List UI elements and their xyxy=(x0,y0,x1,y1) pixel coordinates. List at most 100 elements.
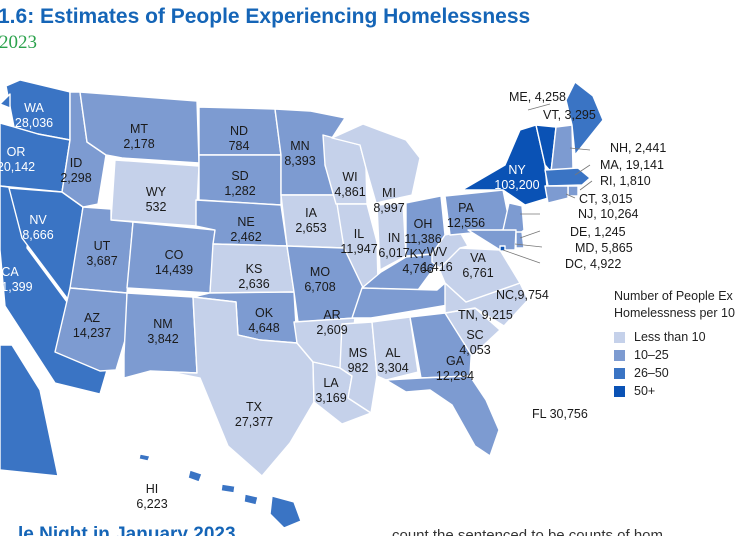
state-shape-nc xyxy=(444,282,529,327)
state-shape-fl xyxy=(385,375,500,457)
state-abbr-ms: MS xyxy=(349,346,368,360)
state-abbr-il: IL xyxy=(354,227,364,241)
state-value-ne: 2,462 xyxy=(230,230,261,244)
state-abbr-la: LA xyxy=(323,376,339,390)
state-abbr-az: AZ xyxy=(84,311,100,325)
state-value-ca: 181,399 xyxy=(0,280,33,294)
state-value-or: 20,142 xyxy=(0,160,35,174)
state-shape-al xyxy=(371,316,419,381)
state-value-nv: 8,666 xyxy=(22,228,53,242)
legend-swatch xyxy=(614,385,625,397)
legend-item: Less than 10 xyxy=(614,328,735,346)
state-value-il: 11,947 xyxy=(340,242,377,256)
state-abbr-ga: GA xyxy=(446,354,465,368)
state-value-pa: 12,556 xyxy=(447,216,485,230)
state-abbr-ny: NY xyxy=(508,163,526,177)
state-abbr-ia: IA xyxy=(305,206,317,220)
legend-swatch xyxy=(614,331,625,343)
state-shape-me xyxy=(565,81,604,156)
legend-item: 50+ xyxy=(614,382,735,400)
state-label-ct: CT, 3,015 xyxy=(579,192,633,206)
state-value-ms: 982 xyxy=(348,361,369,375)
state-abbr-al: AL xyxy=(385,346,400,360)
state-value-mi: 8,997 xyxy=(373,201,404,215)
state-shape-ri xyxy=(567,185,579,197)
state-abbr-co: CO xyxy=(165,248,184,262)
section-heading: le Night in January 2023 xyxy=(18,524,236,536)
state-abbr-wv: WV xyxy=(427,245,448,259)
legend-item: 10–25 xyxy=(614,346,735,364)
state-abbr-tx: TX xyxy=(246,400,263,414)
state-abbr-sc: SC xyxy=(466,328,483,342)
label-leader-line xyxy=(565,193,576,199)
state-value-ny: 103,200 xyxy=(494,178,539,192)
state-value-wv: 1,416 xyxy=(421,260,452,274)
state-value-mo: 6,708 xyxy=(304,280,335,294)
state-value-mn: 8,393 xyxy=(284,154,315,168)
state-abbr-va: VA xyxy=(470,251,486,265)
state-abbr-ca: CA xyxy=(1,265,19,279)
legend-swatch xyxy=(614,367,625,379)
state-abbr-nm: NM xyxy=(153,317,172,331)
state-abbr-ks: KS xyxy=(246,262,263,276)
state-label-tn: TN, 9,215 xyxy=(458,308,513,322)
state-value-oh: 11,386 xyxy=(404,232,441,246)
legend-title-line-2: Homelessness per 10 xyxy=(614,306,735,320)
state-value-tx: 27,377 xyxy=(235,415,273,429)
state-shape-ma xyxy=(544,167,591,187)
state-value-id: 2,298 xyxy=(60,171,91,185)
state-abbr-in: IN xyxy=(388,231,401,245)
legend-label: 50+ xyxy=(634,384,656,398)
state-abbr-wy: WY xyxy=(146,185,167,199)
label-leader-line xyxy=(574,164,591,176)
state-abbr-or: OR xyxy=(7,145,26,159)
state-value-la: 3,169 xyxy=(315,391,346,405)
state-abbr-id: ID xyxy=(70,156,83,170)
legend-swatch xyxy=(614,349,625,361)
state-abbr-nd: ND xyxy=(230,124,248,138)
label-leader-line xyxy=(569,147,591,151)
state-shape-hi xyxy=(138,453,302,529)
legend-title-line-1: Number of People Ex xyxy=(614,289,733,303)
legend-item: 26–50 xyxy=(614,364,735,382)
state-value-va: 6,761 xyxy=(462,266,493,280)
state-abbr-oh: OH xyxy=(414,217,433,231)
state-value-al: 3,304 xyxy=(377,361,408,375)
state-shape-mi xyxy=(331,123,421,204)
state-value-nm: 3,842 xyxy=(147,332,178,346)
state-value-co: 14,439 xyxy=(155,263,193,277)
state-label-ri: RI, 1,810 xyxy=(600,174,651,188)
state-label-nh: NH, 2,441 xyxy=(610,141,666,155)
legend-label: 26–50 xyxy=(634,366,669,380)
figure-number: 1.6: xyxy=(0,5,35,28)
state-value-in: 6,017 xyxy=(378,246,409,260)
state-label-md: MD, 5,865 xyxy=(575,241,633,255)
chart-subtitle: 2023 xyxy=(0,32,37,53)
state-label-dc: DC, 4,922 xyxy=(565,257,621,271)
state-abbr-ky: KY xyxy=(410,247,427,261)
legend-title: Number of People Ex Homelessness per 10 xyxy=(614,288,735,322)
state-value-az: 14,237 xyxy=(73,326,111,340)
label-leader-line xyxy=(527,103,551,111)
state-shape-de xyxy=(515,231,525,249)
state-value-ga: 12,294 xyxy=(436,369,474,383)
state-value-wa: 28,036 xyxy=(15,116,53,130)
state-value-ia: 2,653 xyxy=(295,221,326,235)
state-label-vt: VT, 3,295 xyxy=(543,108,596,122)
legend-label: Less than 10 xyxy=(634,330,706,344)
state-abbr-mo: MO xyxy=(310,265,330,279)
state-abbr-ne: NE xyxy=(237,215,254,229)
state-abbr-ar: AR xyxy=(323,308,340,322)
state-abbr-wi: WI xyxy=(342,170,357,184)
state-shape-wv xyxy=(431,231,469,269)
state-shape-md xyxy=(467,229,517,251)
label-leader-line xyxy=(579,180,593,191)
state-abbr-pa: PA xyxy=(458,201,474,215)
state-abbr-ok: OK xyxy=(255,306,274,320)
state-label-me: ME, 4,258 xyxy=(509,90,566,104)
state-abbr-sd: SD xyxy=(231,169,248,183)
state-abbr-hi: HI xyxy=(146,482,159,496)
body-text: count the sentenced to be counts of hom xyxy=(392,527,664,536)
state-abbr-wa: WA xyxy=(24,101,44,115)
